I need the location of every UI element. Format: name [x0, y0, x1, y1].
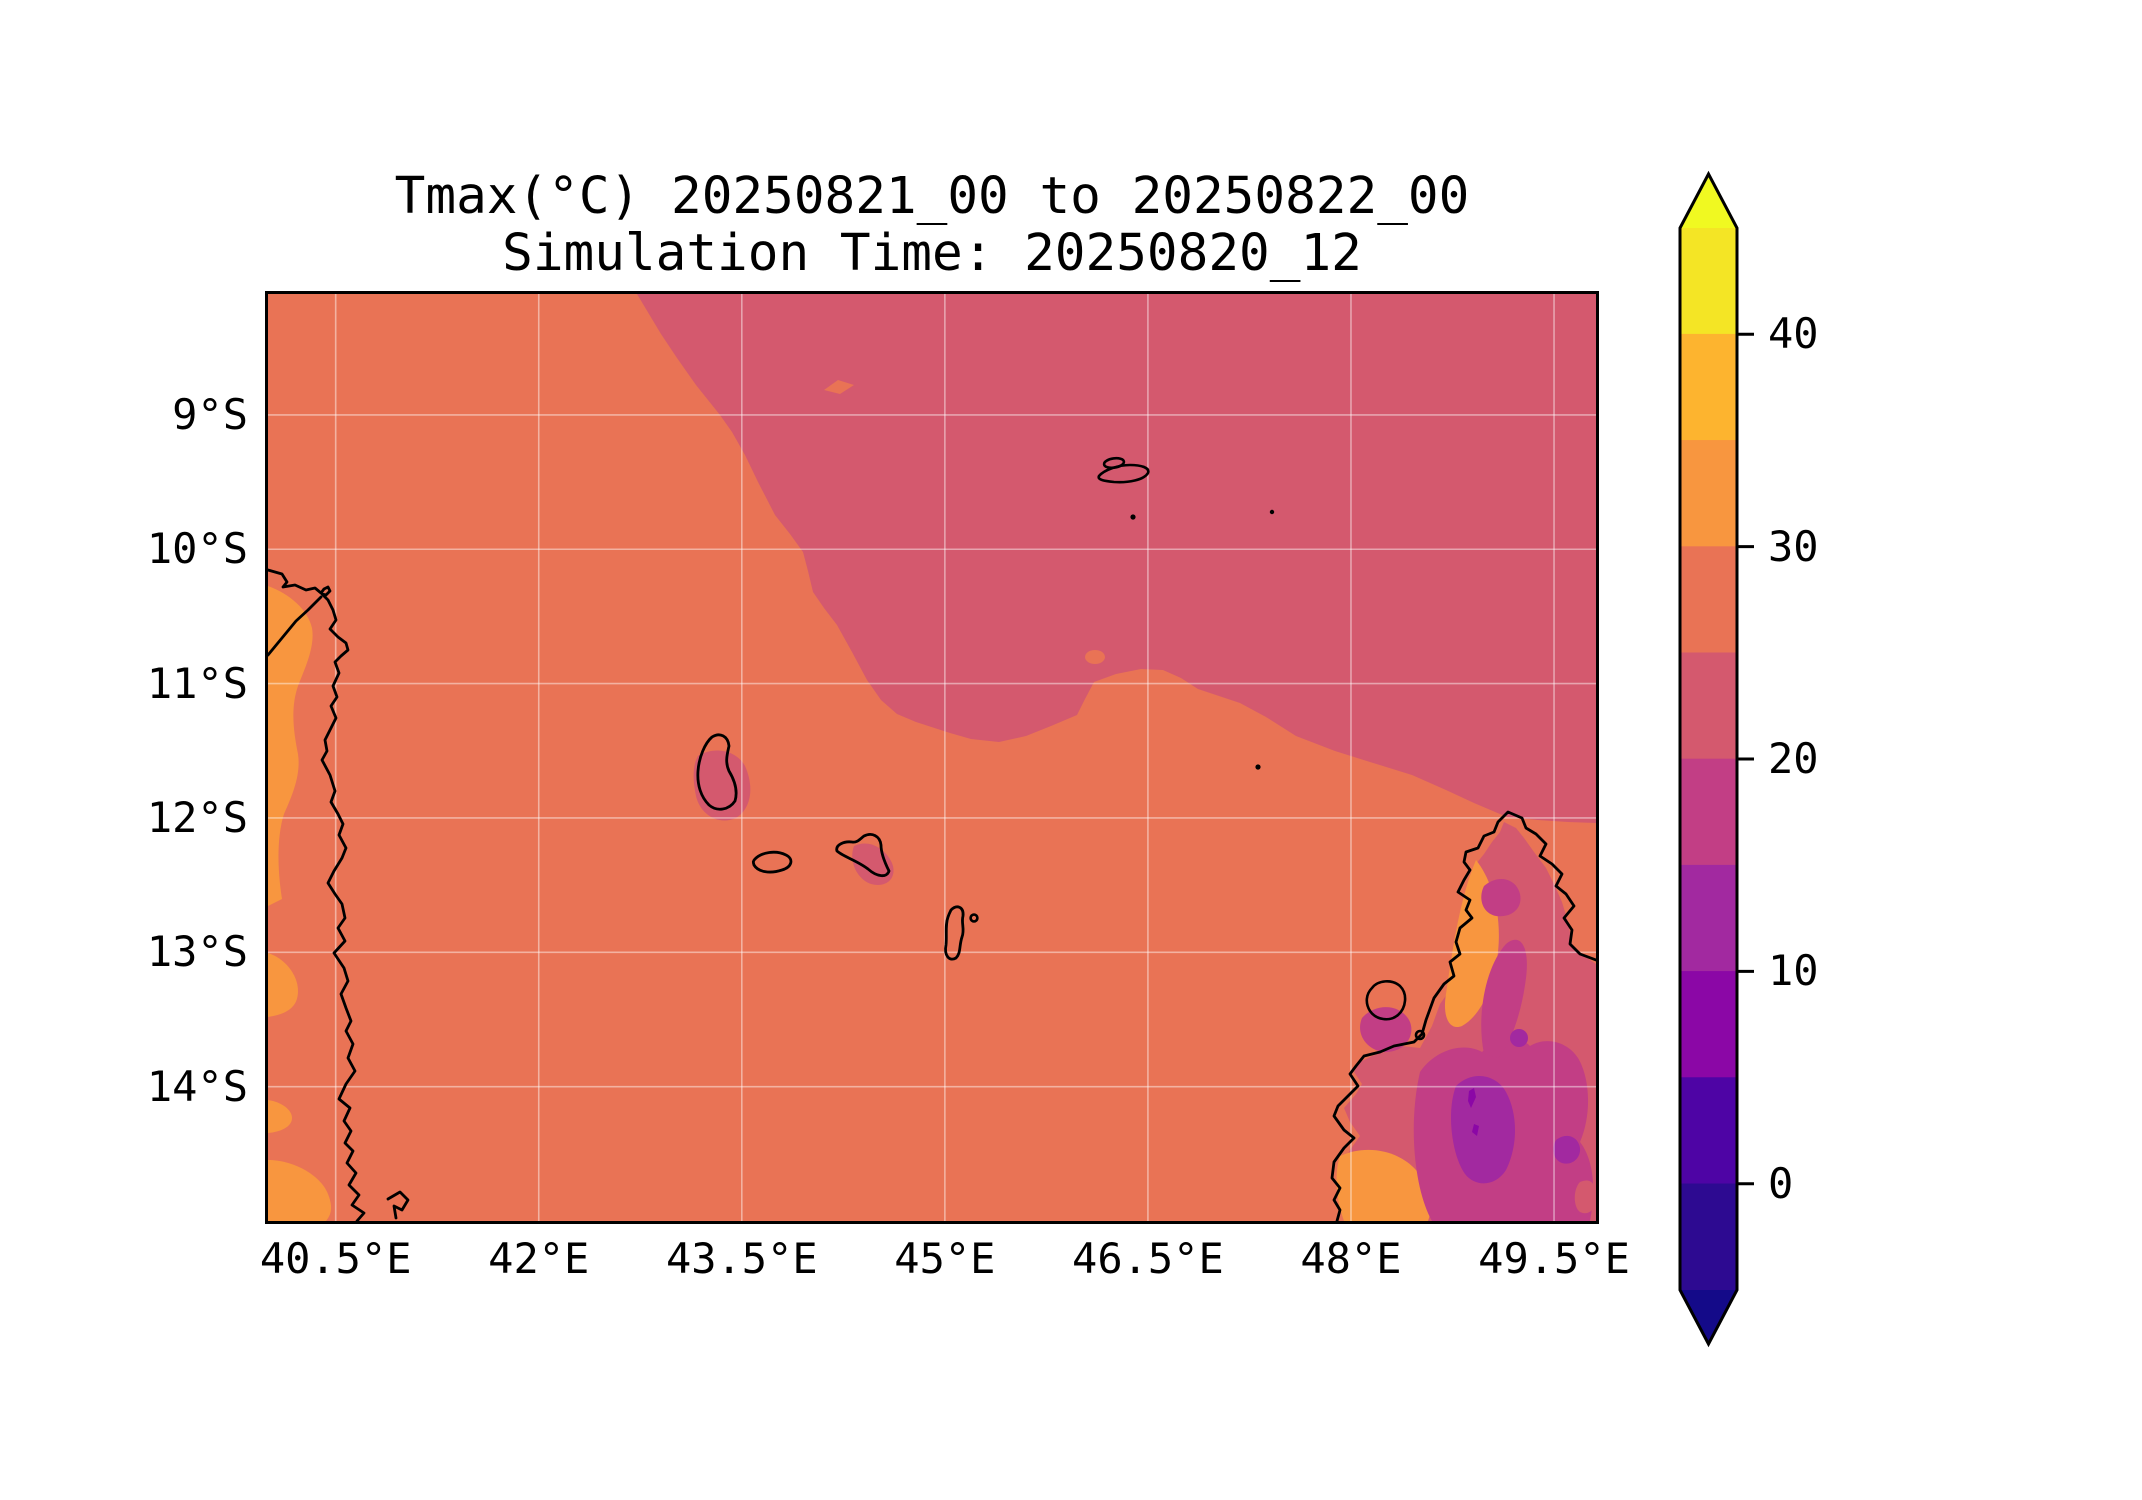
colorbar-band [1680, 1183, 1737, 1291]
colorbar-extend-over-arrow [1680, 174, 1737, 228]
african-coastline [268, 568, 366, 1221]
x-tick-label: 48°E [1300, 1234, 1402, 1283]
colorbar-tick-label: 10 [1768, 946, 1819, 996]
madagascar-coastline [1330, 810, 1596, 1221]
colorbar-band [1680, 1077, 1737, 1185]
nosy-be-island-outline [1365, 980, 1407, 1021]
map-plot-area [265, 291, 1599, 1224]
madagascar-10-15-blobs [1450, 1029, 1581, 1184]
small-island-dot-2 [1269, 509, 1275, 515]
temperature-contour-map [268, 294, 1596, 1221]
colorbar-tick-label: 40 [1768, 309, 1819, 359]
plot-title-line1: Tmax(°C) 20250821_00 to 20250822_00 [394, 167, 1470, 226]
y-tick-label: 10°S [146, 524, 248, 574]
x-tick-label: 43.5°E [665, 1234, 818, 1283]
colorbar-band [1680, 227, 1737, 335]
coastlines [268, 456, 1596, 1221]
colorbar-band [1680, 546, 1737, 654]
country-border-line [268, 595, 323, 657]
colorbar-band [1680, 864, 1737, 972]
nosy-islet-outline [1414, 1029, 1426, 1041]
colorbar-band [1680, 971, 1737, 1078]
grande-comore-outline [696, 733, 738, 811]
y-tick-label: 13°S [146, 927, 248, 977]
moheli-outline [751, 850, 793, 874]
x-tick-label: 49.5°E [1478, 1234, 1630, 1283]
anjouan-outline [835, 833, 891, 878]
lat-lon-gridlines [268, 294, 1596, 1221]
x-tick-label: 46.5°E [1072, 1234, 1224, 1283]
coast-bottom-squiggle [386, 1190, 410, 1220]
colorbar-outline [1678, 170, 1739, 1348]
mayotte-islet-outline [969, 913, 979, 923]
madagascar-5-10-specks [1468, 1088, 1479, 1136]
colorbar-band [1680, 333, 1737, 441]
contour-band-20-25-northeast [637, 294, 1596, 823]
colorbar-tick-label: 30 [1768, 521, 1819, 571]
x-tick-label: 40.5°E [259, 1234, 412, 1283]
contour-band-30-35-african-coast [268, 586, 332, 1221]
madagascar-southwest-30-35 [1336, 1149, 1431, 1221]
colorbar-band [1680, 758, 1737, 866]
y-tick-label: 11°S [146, 658, 248, 708]
contour-speck-25-30 [824, 380, 854, 394]
mayotte-outline [944, 905, 965, 961]
y-tick-label: 9°S [172, 389, 248, 439]
colorbar-tick-label: 20 [1768, 734, 1819, 783]
madagascar-corner-20-25 [1574, 1180, 1596, 1214]
plot-title-line2: Simulation Time: 20250820_12 [502, 224, 1362, 283]
assumption-island-outline [1097, 463, 1150, 484]
x-tick-label: 42°E [488, 1234, 590, 1283]
y-tick-label: 12°S [146, 792, 248, 842]
temperature-colorbar [1678, 170, 1754, 1348]
small-island-dot-3 [1255, 764, 1261, 770]
y-tick-label: 14°S [146, 1061, 248, 1111]
colorbar-band [1680, 440, 1737, 547]
x-tick-label: 45°E [894, 1234, 996, 1283]
colorbar-tick-label: 0 [1768, 1158, 1794, 1208]
small-island-dot-1 [1130, 514, 1136, 520]
contour-notch-25-30 [1085, 650, 1105, 664]
colorbar-extend-under-arrow [1680, 1290, 1737, 1344]
colorbar-band [1680, 652, 1737, 760]
